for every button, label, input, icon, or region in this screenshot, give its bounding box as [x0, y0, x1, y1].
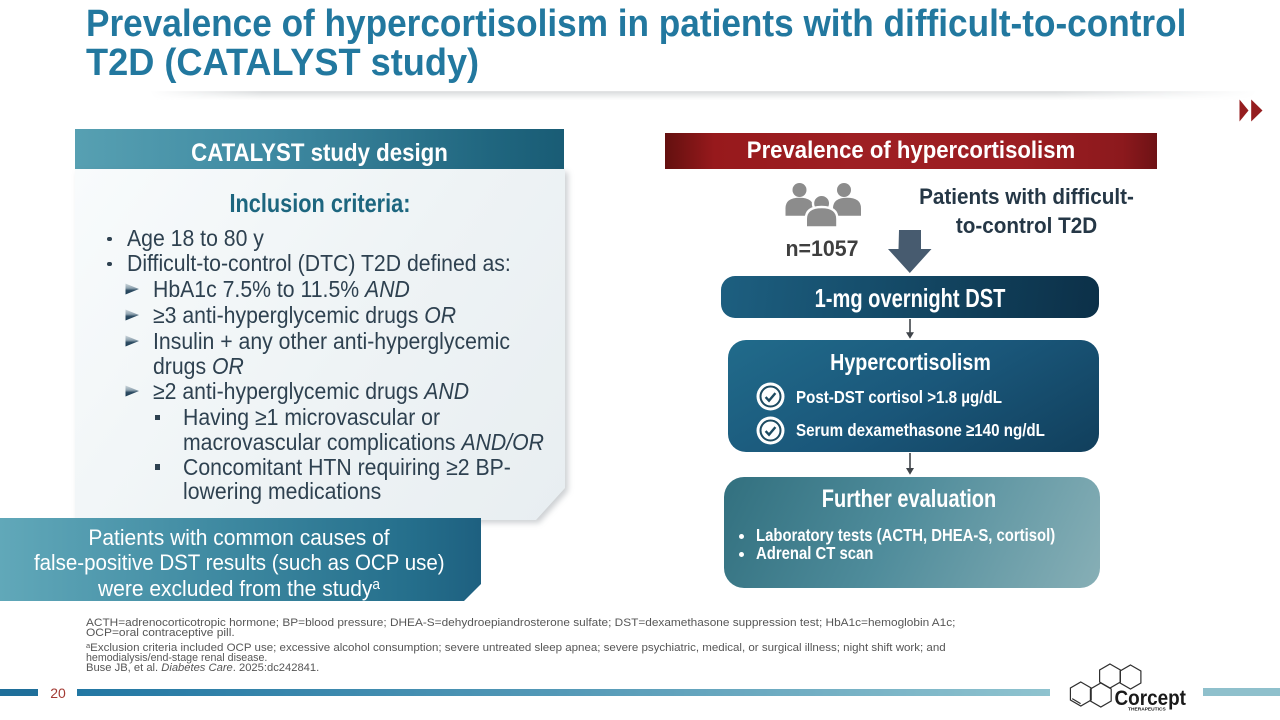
svg-text:THERAPEUTICS: THERAPEUTICS — [1128, 707, 1167, 713]
svg-text:Corcept: Corcept — [1115, 687, 1187, 710]
